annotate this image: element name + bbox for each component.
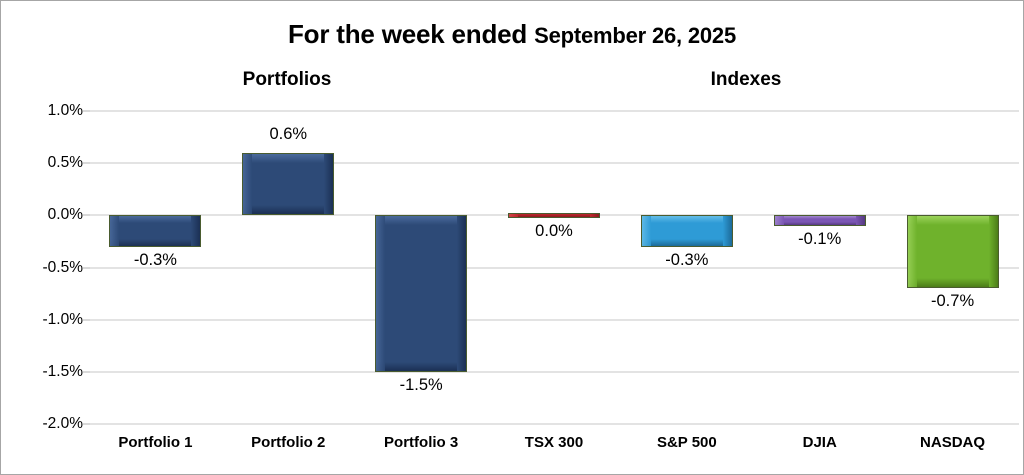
chart-title-date: September 26, 2025	[534, 23, 736, 48]
bar-slot: 0.6%	[222, 111, 355, 424]
bar-bevel-right	[324, 153, 334, 215]
x-axis-label-portfolio-2: Portfolio 2	[251, 434, 326, 451]
bar-bevel-left	[508, 214, 518, 218]
y-axis: 1.0% 0.5% 0.0% -0.5% -1.0% -1.5% -2.0%	[1, 102, 84, 432]
bar-bevel-top	[110, 216, 201, 224]
bar-bevel-bottom	[641, 238, 732, 246]
bar-core	[252, 162, 325, 206]
gridline	[89, 370, 1019, 373]
subtitle-indexes: Indexes	[710, 69, 782, 90]
y-axis-label: -2.0%	[42, 415, 84, 432]
bar-bevel	[508, 214, 599, 218]
y-axis-label: -1.5%	[42, 362, 84, 380]
x-axis-label-nasdaq: NASDAQ	[920, 434, 986, 451]
bar-bevel-bottom	[774, 221, 865, 225]
bar-value-label: -0.7%	[931, 292, 975, 311]
bar-bevel-top	[907, 216, 998, 226]
y-axis-tick	[83, 162, 90, 165]
bar-bevel	[110, 216, 201, 246]
gridline	[89, 318, 1019, 321]
bar-bevel-right	[191, 216, 201, 246]
bar-core	[916, 225, 989, 279]
y-axis-tick	[83, 214, 90, 217]
bar-value-label: 0.0%	[535, 222, 573, 241]
x-axis-label-djia: DJIA	[802, 434, 837, 451]
bar-djia[interactable]	[773, 215, 866, 226]
bar-portfolio-3[interactable]	[375, 215, 468, 372]
bar-bevel-left	[110, 216, 120, 246]
gridline	[89, 423, 1019, 425]
bar-bevel-top	[243, 153, 334, 163]
bar-bevel-top	[774, 216, 865, 220]
bar-slot: -0.1%	[753, 111, 886, 424]
gridline	[89, 110, 1019, 112]
bar-core	[783, 219, 856, 222]
subtitle-portfolios: Portfolios	[242, 69, 332, 90]
bar-bevel-bottom	[110, 238, 201, 246]
bar-value-label: -0.3%	[665, 250, 709, 269]
chart-title: For the week ended September 26, 2025	[1, 19, 1023, 50]
bar-slot: -0.3%	[89, 111, 222, 424]
bar-bevel-left	[243, 153, 253, 215]
x-axis-label-s-p-500: S&P 500	[656, 434, 717, 451]
chart-title-main: For the week ended	[287, 19, 535, 49]
bar-value-label: -0.3%	[133, 250, 177, 269]
bar-s-p-500[interactable]	[640, 215, 733, 247]
bar-tsx-300[interactable]	[507, 213, 600, 219]
bar-bevel-bottom	[508, 214, 599, 218]
gridline	[89, 162, 1019, 165]
bar-bevel-top	[376, 216, 467, 226]
bar-bevel-left	[641, 216, 651, 246]
bar-bevel-left	[376, 216, 386, 371]
bar-core	[650, 223, 723, 239]
x-axis-label-portfolio-3: Portfolio 3	[384, 434, 459, 451]
bar-bevel	[376, 216, 467, 371]
x-axis-label-portfolio-1: Portfolio 1	[118, 434, 193, 451]
bar-bevel-right	[988, 216, 998, 288]
y-axis-label: -0.5%	[42, 258, 84, 276]
bar-bevel	[641, 216, 732, 246]
bar-bevel-bottom	[907, 278, 998, 288]
bar-bevel-bottom	[376, 361, 467, 371]
bar-bevel-left	[907, 216, 917, 288]
y-axis-tick	[83, 318, 90, 321]
bar-bevel-right	[589, 214, 599, 218]
bar-core	[385, 225, 458, 362]
bar-nasdaq[interactable]	[906, 215, 999, 289]
y-axis-label: 1.0%	[47, 102, 83, 119]
bar-bevel-right	[457, 216, 467, 371]
bar-portfolio-1[interactable]	[109, 215, 202, 247]
y-axis-label: -1.0%	[42, 310, 84, 328]
bar-slot: -1.5%	[355, 111, 488, 424]
y-axis-tick	[83, 266, 90, 269]
bar-slot: -0.3%	[620, 111, 753, 424]
y-axis-tick	[83, 370, 90, 373]
bar-bevel-right	[855, 216, 865, 225]
y-axis-tick	[83, 423, 90, 425]
bar-portfolio-2[interactable]	[242, 152, 335, 216]
y-axis-label: 0.5%	[47, 154, 83, 172]
bar-bevel-top	[641, 216, 732, 224]
bar-value-label: 0.6%	[269, 124, 308, 143]
bar-bevel-bottom	[243, 205, 334, 215]
bar-value-label: -1.5%	[399, 375, 443, 394]
bar-slot: -0.7%	[886, 111, 1019, 424]
bar-value-label: -0.1%	[798, 229, 842, 248]
bar-bevel-right	[722, 216, 732, 246]
bar-core	[119, 223, 192, 239]
y-axis-tick	[83, 110, 90, 112]
bar-bevel-left	[774, 216, 784, 225]
bar-slot: 0.0%	[488, 111, 621, 424]
y-axis-label: 0.0%	[47, 206, 83, 224]
gridline	[89, 266, 1019, 269]
bar-bevel	[774, 216, 865, 225]
x-axis-label-tsx-300: TSX 300	[524, 434, 584, 451]
bar-bevel	[243, 153, 334, 215]
bar-bevel	[907, 216, 998, 288]
plot-area: -0.3% 0.6% -1.5% 0.0% -0.3% -0.1% -0.7%	[83, 110, 1019, 425]
